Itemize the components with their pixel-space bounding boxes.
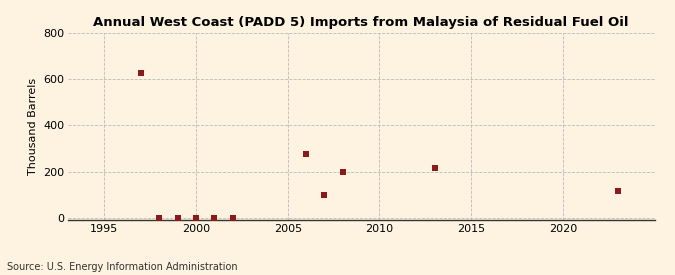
Point <box>227 216 238 220</box>
Point <box>300 152 311 156</box>
Point <box>154 216 165 220</box>
Point <box>136 71 146 76</box>
Point <box>429 166 440 170</box>
Point <box>338 169 348 174</box>
Y-axis label: Thousand Barrels: Thousand Barrels <box>28 78 38 175</box>
Point <box>613 189 624 193</box>
Text: Source: U.S. Energy Information Administration: Source: U.S. Energy Information Administ… <box>7 262 238 272</box>
Point <box>319 192 330 197</box>
Title: Annual West Coast (PADD 5) Imports from Malaysia of Residual Fuel Oil: Annual West Coast (PADD 5) Imports from … <box>93 16 629 29</box>
Point <box>172 216 183 220</box>
Point <box>190 216 201 220</box>
Point <box>209 216 220 220</box>
